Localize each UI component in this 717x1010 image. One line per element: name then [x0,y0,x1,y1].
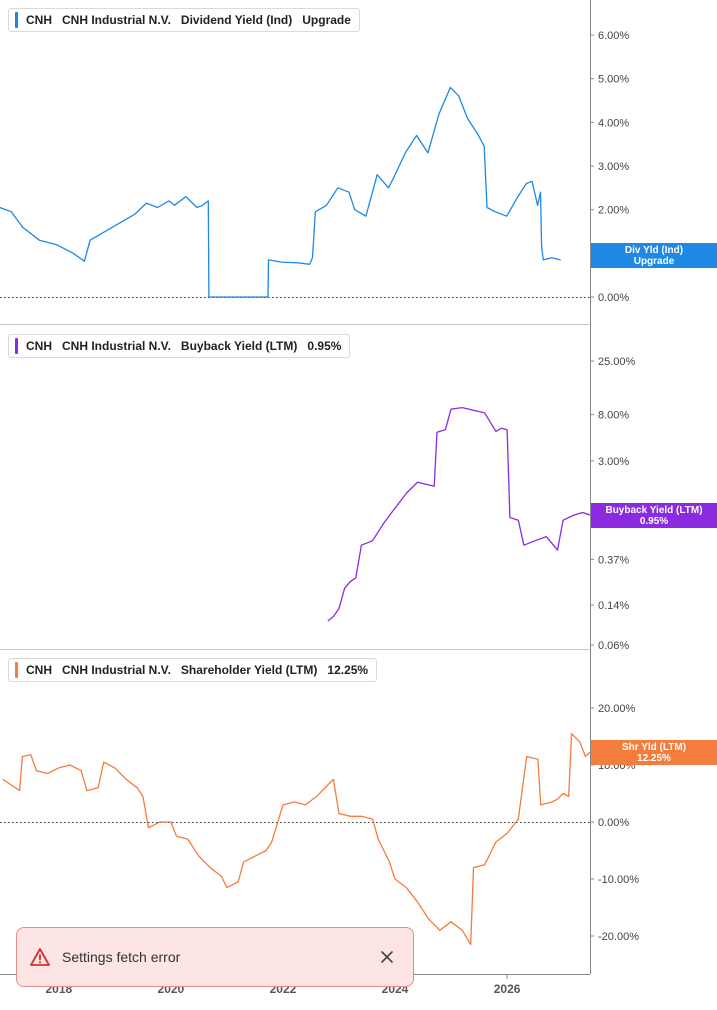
legend-metric: Shareholder Yield (LTM) [180,663,318,677]
value-tag-label: Div Yld (Ind) [625,245,683,256]
series-line [2,732,591,946]
y-tick-label: 0.37% [598,554,629,566]
y-tick-label: 3.00% [598,456,629,468]
legend-company: CNH Industrial N.V. [62,13,171,27]
value-tag: Buyback Yield (LTM)0.95% [591,503,717,528]
series-line [327,406,591,622]
y-tick-label: 3.00% [598,161,629,173]
y-tick-label: 0.00% [598,292,629,304]
y-tick-label: -20.00% [598,931,639,943]
series-color-swatch [15,12,18,28]
value-tag-box [591,243,717,268]
legend-company: CNH Industrial N.V. [62,663,171,677]
y-tick-label: 25.00% [598,356,636,368]
value-tag-label: Shr Yld (LTM) [622,742,686,753]
toast-message: Settings fetch error [62,949,181,965]
legend-dividend-yield[interactable]: CNH CNH Industrial N.V. Dividend Yield (… [8,8,360,32]
y-tick-label: 0.14% [598,600,629,612]
legend-value[interactable]: Upgrade [302,13,351,27]
y-tick-label: 0.06% [598,640,629,652]
legend-value: 12.25% [327,663,369,677]
legend-metric: Buyback Yield (LTM) [180,339,298,353]
legend-buyback-yield[interactable]: CNH CNH Industrial N.V. Buyback Yield (L… [8,334,351,358]
value-tag-label: Buyback Yield (LTM) [605,505,702,516]
warning-triangle-icon [30,948,50,966]
series-line [0,86,561,298]
y-tick-label: 2.00% [598,205,629,217]
y-tick-label: 6.00% [598,30,629,42]
y-tick-label: 0.00% [598,817,629,829]
value-tag-value: 0.95% [640,516,668,527]
y-tick-label: 5.00% [598,74,629,86]
value-tag: Shr Yld (LTM)12.25% [591,740,717,765]
y-tick-label: 20.00% [598,703,636,715]
value-tag: Div Yld (Ind)Upgrade [591,243,717,268]
legend-metric: Dividend Yield (Ind) [180,13,293,27]
y-tick-label: 8.00% [598,410,629,422]
legend-ticker: CNH [26,339,52,353]
legend-ticker: CNH [26,663,52,677]
legend-shareholder-yield[interactable]: CNH CNH Industrial N.V. Shareholder Yiel… [8,658,378,682]
series-color-swatch [15,338,18,354]
y-tick-label: -10.00% [598,874,639,886]
series-color-swatch [15,662,18,678]
close-toast-button[interactable] [369,939,405,975]
x-tick-label: 2026 [494,982,521,996]
value-tag-box [591,503,717,528]
value-tag-value: 12.25% [637,753,671,764]
close-icon [381,951,393,963]
legend-value: 0.95% [307,339,342,353]
legend-company: CNH Industrial N.V. [62,339,171,353]
error-toast: Settings fetch error [16,927,414,987]
value-tag-box [591,740,717,765]
legend-ticker: CNH [26,13,52,27]
y-tick-label: 4.00% [598,117,629,129]
value-tag-value: Upgrade [634,256,675,267]
